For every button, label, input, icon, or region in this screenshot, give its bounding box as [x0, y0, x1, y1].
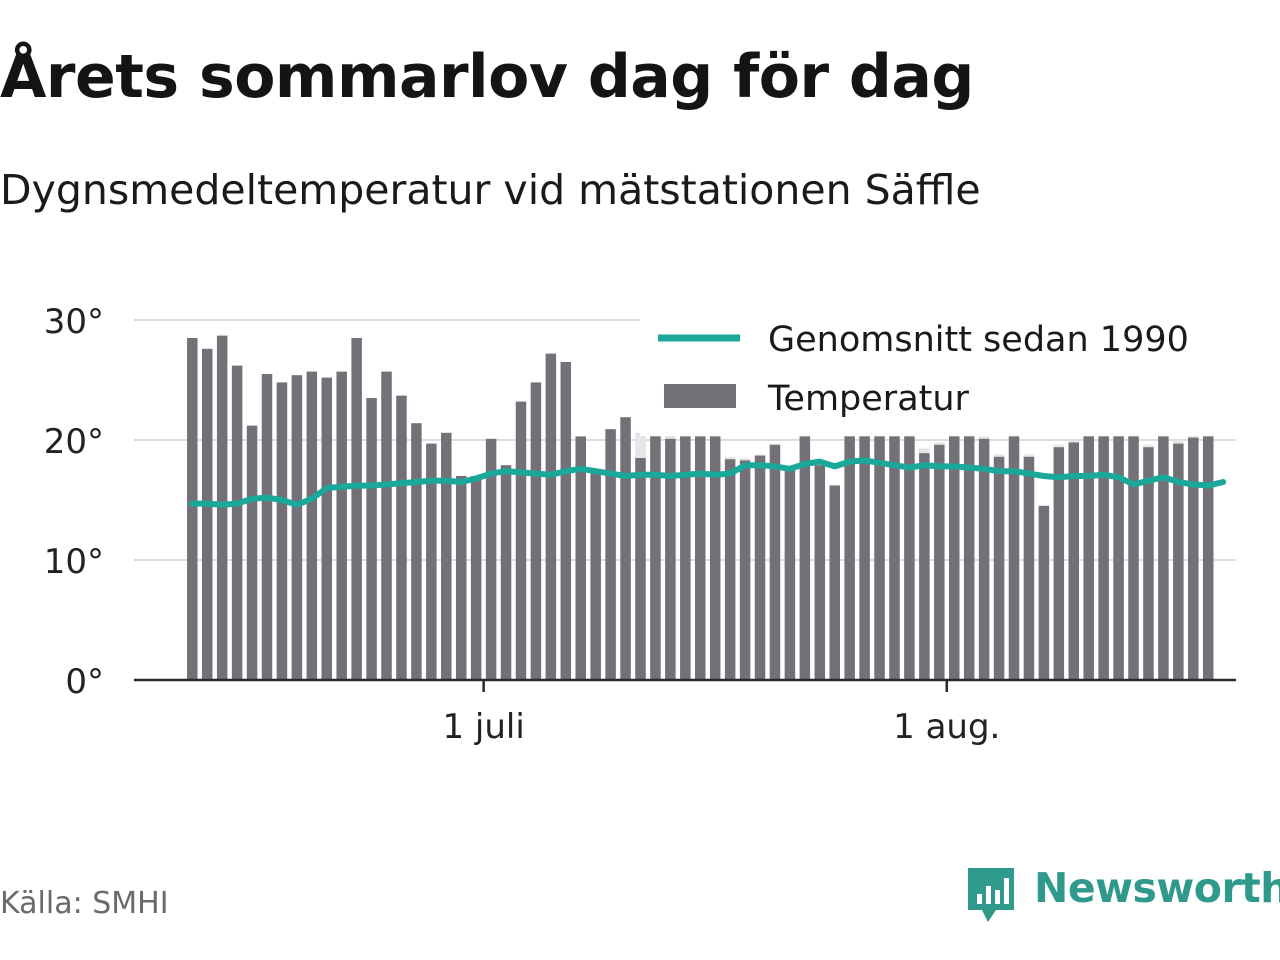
temperature-bar [1083, 436, 1094, 680]
temperature-bar [605, 429, 616, 680]
x-tick-label: 1 juli [442, 707, 524, 747]
temperature-bar [470, 476, 482, 680]
temperature-bar [1008, 436, 1020, 680]
y-axis-ticks: 0° 10° 20° 30° [44, 302, 104, 702]
temperature-bar [1038, 506, 1050, 680]
newsworthy-logo-icon [968, 868, 1014, 922]
legend-label-average: Genomsnitt sedan 1990 [768, 320, 1189, 360]
temperature-bar [963, 436, 975, 680]
temperature-bar [1023, 456, 1035, 680]
y-tick-label: 0° [65, 662, 104, 702]
temperature-bar [545, 353, 557, 680]
temperature-bar [889, 436, 900, 680]
temperature-bar [709, 436, 721, 680]
chart-title: Årets sommarlov dag för dag [0, 42, 974, 112]
y-tick-label: 30° [44, 302, 104, 342]
temperature-bar [187, 338, 198, 680]
temperature-bar [411, 423, 422, 680]
temperature-bar [754, 455, 766, 680]
average-line [189, 457, 1227, 508]
temperature-bar [993, 456, 1005, 680]
temperature-bar [724, 459, 736, 680]
temperature-bar [246, 425, 258, 680]
temperature-bar [575, 436, 586, 680]
brand-logo: Newsworthy [964, 862, 1280, 926]
y-tick-label: 20° [44, 422, 104, 462]
chart-subtitle: Dygnsmedeltemperatur vid mätstationen Sä… [0, 166, 981, 214]
average-series-line [189, 457, 1227, 508]
temperature-bar [530, 382, 542, 680]
temperature-bar [814, 465, 826, 680]
temperature-bar [216, 335, 228, 680]
temperature-bar [336, 371, 347, 680]
temperature-bar [680, 436, 691, 680]
temperature-bar [829, 485, 840, 680]
temperature-bar [515, 401, 527, 680]
temperature-bar [978, 438, 990, 680]
temperature-bar [261, 374, 273, 680]
temperature-bar [769, 444, 781, 680]
temperature-chart: 0° 10° 20° 30° 1 juli 1 aug. Genomsnitt seda… [44, 302, 1240, 747]
x-tick-label: 1 aug. [893, 707, 1000, 747]
temperature-bar [1068, 442, 1080, 680]
temperature-bar [919, 453, 930, 680]
temperature-bar [441, 432, 452, 680]
y-tick-label: 10° [44, 542, 104, 582]
temperature-bar [874, 436, 885, 680]
temperature-bar [799, 436, 811, 680]
temperature-bar [844, 436, 855, 680]
temperature-bar [1173, 443, 1184, 680]
source-note: Källa: SMHI [0, 886, 169, 921]
temperature-bar [620, 417, 631, 680]
temperature-bar [306, 371, 318, 680]
temperature-bar [1202, 436, 1214, 680]
temperature-bar [948, 436, 960, 680]
temperature-bar [695, 436, 706, 680]
legend: Genomsnitt sedan 1990 Temperatur [640, 318, 1240, 436]
temperature-bar [1158, 436, 1169, 680]
temperature-bar [560, 362, 572, 680]
temperature-bar [1113, 436, 1124, 680]
temperature-bar [650, 436, 661, 680]
temperature-bar [366, 398, 377, 680]
temperature-bar [321, 377, 333, 680]
temperature-bar [590, 470, 601, 680]
temperature-bar [231, 365, 243, 680]
temperature-bar [1098, 436, 1109, 680]
legend-bar-swatch [664, 384, 736, 408]
temperature-bar [635, 458, 646, 680]
temperature-bar [1128, 436, 1139, 680]
temperature-bar [396, 395, 407, 680]
temperature-bar [1053, 447, 1065, 680]
temperature-bar [859, 436, 870, 680]
temperature-bar [784, 468, 796, 680]
temperature-bar [381, 371, 392, 680]
temperature-bar [934, 444, 945, 680]
temperature-bar [665, 438, 676, 680]
temperature-bar [455, 476, 467, 680]
temperature-bar [276, 382, 288, 680]
temperature-bar [1143, 447, 1154, 680]
temperature-bar [500, 465, 512, 680]
temperature-bar [1188, 437, 1199, 680]
temperature-bar [426, 443, 437, 680]
x-axis: 1 juli 1 aug. [134, 678, 1236, 747]
temperature-bar [739, 460, 751, 680]
temperature-bar [351, 338, 362, 680]
temperature-bar [904, 436, 915, 680]
temperature-bar [485, 438, 497, 680]
temperature-bar [291, 375, 303, 680]
legend-label-temperature: Temperatur [767, 379, 970, 419]
bars-temperature [187, 335, 1214, 680]
temperature-bar [201, 348, 213, 680]
brand-name: Newsworthy [1034, 864, 1280, 912]
